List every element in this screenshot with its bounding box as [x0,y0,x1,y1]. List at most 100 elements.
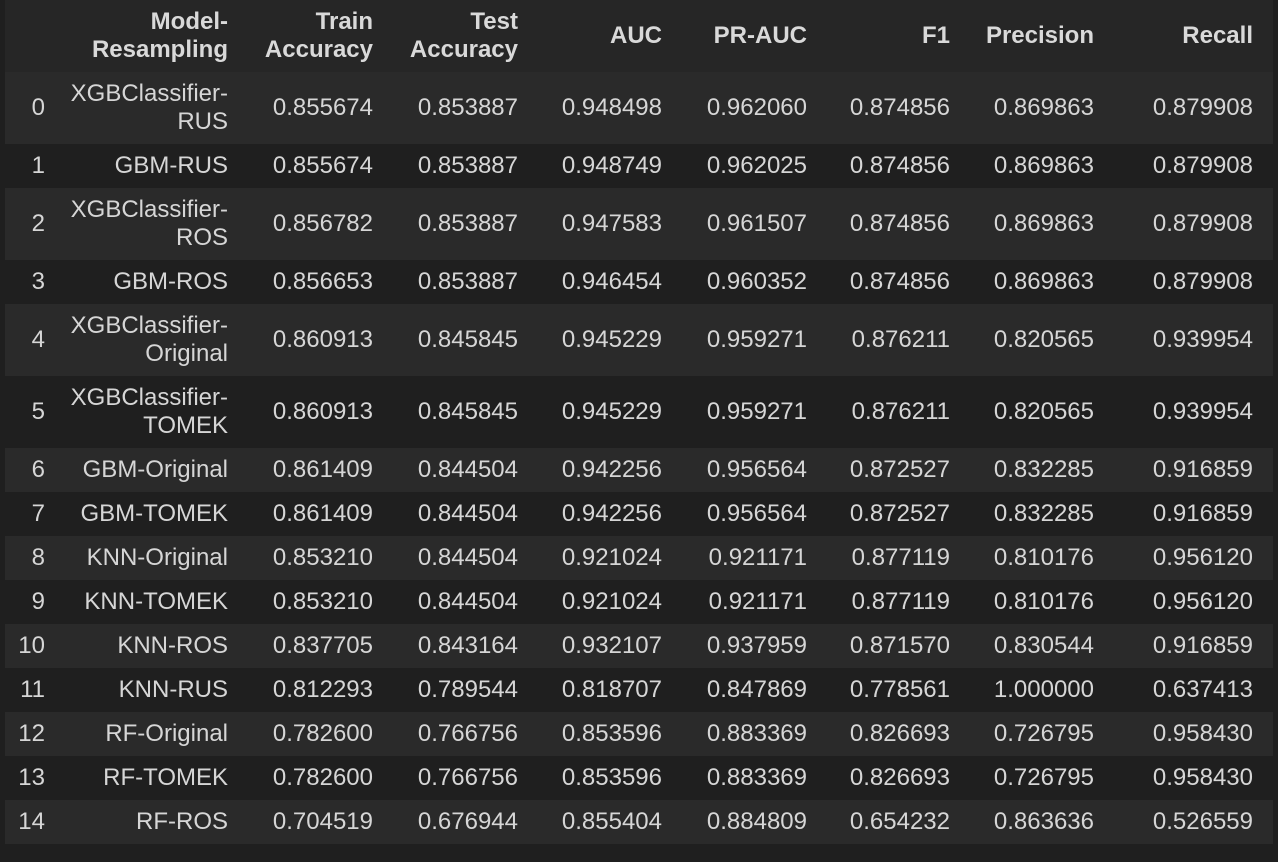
table-row: 10 KNN-ROS 0.837705 0.843164 0.932107 0.93795… [5,624,1273,668]
auc-cell: 0.942256 [538,492,682,536]
precision-cell: 0.810176 [970,580,1114,624]
train-accuracy-cell: 0.861409 [248,448,393,492]
row-index-cell: 9 [5,580,61,624]
train-accuracy-cell: 0.861409 [248,492,393,536]
auc-cell: 0.921024 [538,536,682,580]
table-row: 2 XGBClassifier- ROS 0.856782 0.853887 0.9475… [5,188,1273,260]
train-accuracy-cell: 0.853210 [248,536,393,580]
precision-cell: 0.869863 [970,72,1114,144]
row-index-cell: 7 [5,492,61,536]
pr-auc-cell: 0.961507 [682,188,827,260]
auc-cell: 0.853596 [538,756,682,800]
pr-auc-cell: 0.847869 [682,668,827,712]
header-train-accuracy: Train Accuracy [248,0,393,72]
auc-cell: 0.948749 [538,144,682,188]
table-body: 0 XGBClassifier- RUS 0.855674 0.853887 0.9484… [5,72,1273,844]
table-row: 8 KNN-Original 0.853210 0.844504 0.921024 0.9… [5,536,1273,580]
header-f1: F1 [827,0,970,72]
f1-cell: 0.826693 [827,756,970,800]
test-accuracy-cell: 0.843164 [393,624,538,668]
test-accuracy-cell: 0.766756 [393,712,538,756]
table-row: 9 KNN-TOMEK 0.853210 0.844504 0.921024 0.9211… [5,580,1273,624]
train-accuracy-cell: 0.855674 [248,144,393,188]
recall-cell: 0.958430 [1114,712,1273,756]
table-row: 0 XGBClassifier- RUS 0.855674 0.853887 0.9484… [5,72,1273,144]
model-resampling-cell: KNN-TOMEK [61,580,248,624]
test-accuracy-cell: 0.853887 [393,144,538,188]
table-row: 7 GBM-TOMEK 0.861409 0.844504 0.942256 0.9565… [5,492,1273,536]
model-resampling-cell: GBM-TOMEK [61,492,248,536]
model-name-line: GBM-ROS [113,268,228,295]
precision-cell: 0.869863 [970,144,1114,188]
recall-cell: 0.879908 [1114,260,1273,304]
model-resampling-cell: XGBClassifier- RUS [61,72,248,144]
pr-auc-cell: 0.883369 [682,712,827,756]
model-resampling-cell: RF-Original [61,712,248,756]
row-index-cell: 2 [5,188,61,260]
model-name-line: RF-TOMEK [103,764,228,791]
model-resampling-cell: XGBClassifier- ROS [61,188,248,260]
pr-auc-cell: 0.883369 [682,756,827,800]
train-accuracy-cell: 0.855674 [248,72,393,144]
table-row: 12 RF-Original 0.782600 0.766756 0.853596 0.8… [5,712,1273,756]
header-test-accuracy: Test Accuracy [393,0,538,72]
pr-auc-cell: 0.960352 [682,260,827,304]
auc-cell: 0.853596 [538,712,682,756]
row-index-cell: 8 [5,536,61,580]
table-row: 1 GBM-RUS 0.855674 0.853887 0.948749 0.962025… [5,144,1273,188]
table-row: 4 XGBClassifier- Original 0.860913 0.845845 0… [5,304,1273,376]
recall-cell: 0.956120 [1114,536,1273,580]
pr-auc-cell: 0.962060 [682,72,827,144]
model-resampling-cell: KNN-RUS [61,668,248,712]
precision-cell: 0.726795 [970,712,1114,756]
test-accuracy-cell: 0.844504 [393,580,538,624]
precision-cell: 0.869863 [970,188,1114,260]
pr-auc-cell: 0.959271 [682,304,827,376]
row-index-cell: 13 [5,756,61,800]
header-train-line2: Accuracy [264,36,373,63]
header-model-line2: Resampling [91,36,228,63]
model-resampling-cell: KNN-Original [61,536,248,580]
model-resampling-cell: GBM-ROS [61,260,248,304]
row-index-cell: 3 [5,260,61,304]
f1-cell: 0.872527 [827,492,970,536]
recall-cell: 0.879908 [1114,144,1273,188]
train-accuracy-cell: 0.860913 [248,304,393,376]
precision-cell: 0.832285 [970,448,1114,492]
pr-auc-cell: 0.962025 [682,144,827,188]
model-name-line: XGBClassifier- [70,312,228,339]
results-table-container: Model- Resampling Train Accuracy Test Ac… [5,0,1273,844]
model-name-line: KNN-ROS [117,632,228,659]
row-index-cell: 5 [5,376,61,448]
header-test-line1: Test [470,8,518,35]
header-precision: Precision [970,0,1114,72]
model-name-line: RF-Original [105,720,228,747]
model-resampling-cell: RF-ROS [61,800,248,844]
f1-cell: 0.874856 [827,188,970,260]
recall-cell: 0.958430 [1114,756,1273,800]
train-accuracy-cell: 0.853210 [248,580,393,624]
pr-auc-cell: 0.884809 [682,800,827,844]
test-accuracy-cell: 0.766756 [393,756,538,800]
table-row: 6 GBM-Original 0.861409 0.844504 0.942256 0.9… [5,448,1273,492]
f1-cell: 0.877119 [827,580,970,624]
recall-cell: 0.637413 [1114,668,1273,712]
table-header-row: Model- Resampling Train Accuracy Test Ac… [5,0,1273,72]
precision-cell: 0.810176 [970,536,1114,580]
header-pr-auc: PR-AUC [682,0,827,72]
f1-cell: 0.874856 [827,260,970,304]
recall-cell: 0.939954 [1114,304,1273,376]
auc-cell: 0.946454 [538,260,682,304]
table-row: 13 RF-TOMEK 0.782600 0.766756 0.853596 0.8833… [5,756,1273,800]
header-train-line1: Train [315,8,373,35]
row-index-cell: 12 [5,712,61,756]
f1-cell: 0.877119 [827,536,970,580]
model-name-line: XGBClassifier- [70,80,228,107]
test-accuracy-cell: 0.844504 [393,536,538,580]
f1-cell: 0.872527 [827,448,970,492]
pr-auc-cell: 0.956564 [682,448,827,492]
model-name-line: Original [145,340,228,367]
train-accuracy-cell: 0.704519 [248,800,393,844]
model-name-line: GBM-TOMEK [80,500,228,527]
train-accuracy-cell: 0.812293 [248,668,393,712]
